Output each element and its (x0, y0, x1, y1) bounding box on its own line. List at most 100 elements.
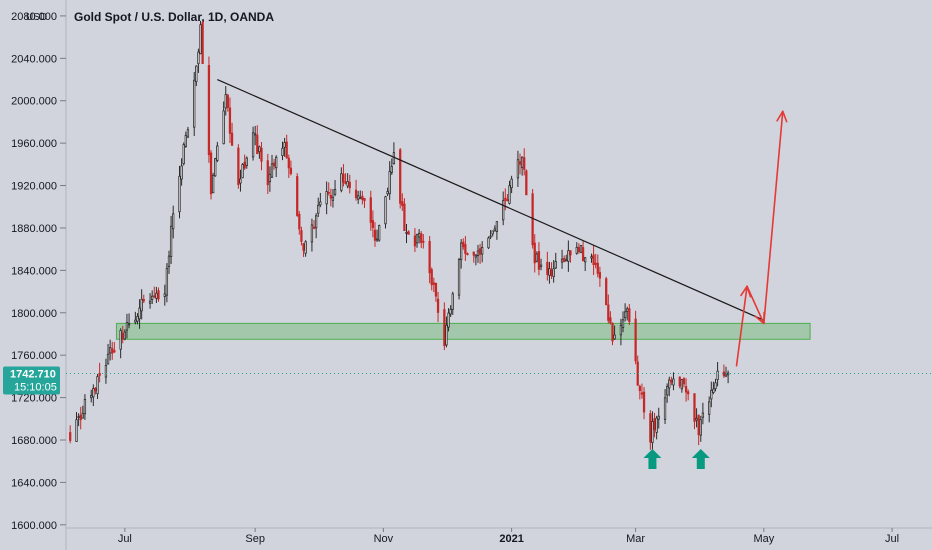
candle (710, 381, 713, 408)
candle (434, 282, 438, 302)
candle (371, 210, 375, 238)
candle-body (92, 388, 95, 398)
candle (270, 154, 274, 178)
candle-body (407, 231, 410, 235)
candle (106, 343, 110, 365)
price-axis[interactable]: 1600.000 1640.000 1680.000 1720.000 1760.000… (11, 11, 66, 532)
candle (651, 411, 654, 450)
candle-body (329, 194, 332, 199)
candle (312, 220, 316, 230)
candle-body (678, 376, 681, 387)
candle (140, 289, 143, 320)
candle (565, 254, 568, 262)
candle-body (548, 268, 551, 276)
candle-body (592, 254, 595, 266)
candle (119, 328, 122, 359)
candle-body (359, 197, 362, 200)
candle-body (69, 432, 72, 441)
candle (594, 253, 597, 269)
projection-layer[interactable] (735, 110, 788, 367)
candle-body (464, 244, 467, 254)
candle-body (445, 324, 448, 346)
candle-body (251, 132, 255, 158)
candle (378, 224, 381, 242)
candle (344, 173, 347, 185)
candle-body (180, 165, 183, 180)
candle-body (226, 94, 229, 108)
candle (195, 65, 198, 87)
candle (79, 406, 82, 430)
candle (317, 197, 320, 217)
support-zone-layer (115, 322, 811, 340)
candle-body (346, 181, 349, 187)
candle-body (285, 141, 288, 159)
candle (420, 231, 423, 249)
candle (151, 290, 154, 305)
candle (357, 190, 360, 204)
candle (579, 244, 583, 254)
candle-body (655, 417, 658, 433)
candle (340, 167, 343, 193)
candle (697, 414, 700, 446)
candle-body (584, 257, 587, 263)
candle-body (472, 251, 475, 256)
candle (653, 412, 656, 438)
candle (417, 229, 421, 244)
trendline-layer[interactable] (217, 78, 765, 321)
candle-body (136, 315, 139, 322)
candle (462, 238, 465, 250)
candle (123, 329, 126, 341)
candle-body (575, 246, 578, 254)
candle (289, 160, 293, 176)
candle-body (239, 178, 242, 184)
candle (607, 294, 610, 324)
support-zone[interactable] (115, 322, 811, 340)
candle-body (476, 250, 480, 256)
candle (325, 181, 328, 215)
projection-segment[interactable] (735, 285, 748, 367)
price-tick-label: 1880.000 (11, 223, 57, 235)
candle (523, 148, 526, 176)
marker-layer (643, 449, 710, 469)
candle-body (245, 157, 248, 166)
candle (451, 291, 454, 315)
candle (296, 173, 299, 217)
candle (699, 415, 702, 442)
price-tick-label: 2000.000 (11, 96, 57, 108)
candle (180, 158, 183, 186)
candle-body (281, 147, 284, 156)
candle (613, 325, 616, 340)
candle (476, 244, 480, 263)
candle-body (554, 261, 557, 269)
projection-segment[interactable] (763, 110, 784, 325)
candle-body (90, 395, 93, 399)
candle-body (605, 278, 608, 306)
candle-body (138, 307, 141, 320)
candle (287, 154, 290, 178)
candle-body (327, 191, 330, 194)
candle (260, 141, 263, 171)
candle-body (184, 135, 187, 147)
candle (464, 236, 467, 261)
candle (230, 122, 234, 147)
candle (596, 254, 599, 278)
candle (258, 145, 261, 159)
candle-body (390, 166, 393, 173)
candle (155, 286, 158, 304)
candle (109, 339, 112, 361)
resistance-trendline[interactable] (217, 78, 765, 321)
candle-body (569, 250, 572, 256)
candle (167, 250, 171, 274)
time-axis[interactable]: Jul Sep Nov 2021 Mar May Jul (66, 527, 932, 545)
candle-body (230, 132, 234, 146)
candle-body (563, 258, 566, 263)
candle-body (123, 331, 126, 340)
candle-body (94, 387, 97, 392)
candle (672, 372, 675, 391)
candle-body (642, 391, 646, 413)
projection-segment[interactable] (746, 285, 765, 325)
candle-body (708, 401, 711, 415)
candle (474, 254, 478, 266)
candle (241, 163, 244, 179)
